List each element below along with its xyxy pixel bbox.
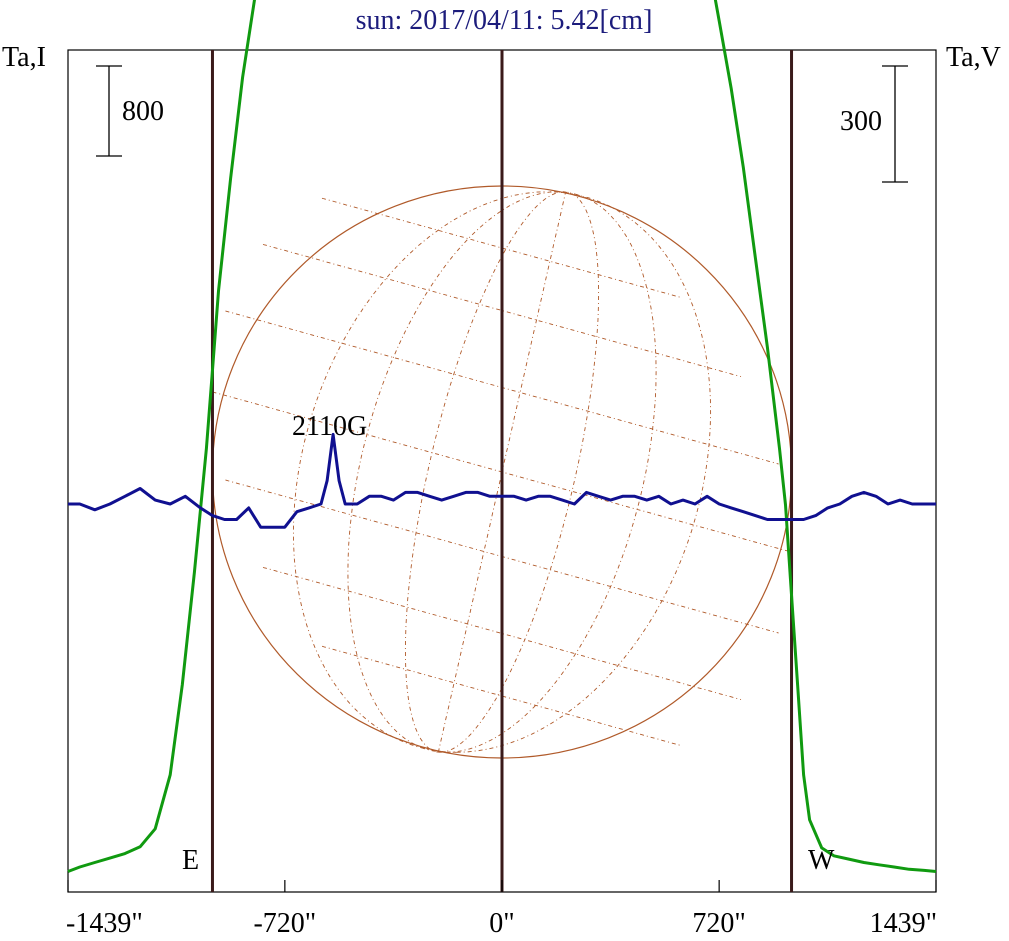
- x-tick-label: -1439": [66, 908, 143, 939]
- disk-parallel: [321, 197, 682, 299]
- left-scale-bar-label: 800: [122, 96, 164, 127]
- west-limb-label: W: [808, 845, 835, 876]
- x-tick-label: -720": [253, 908, 316, 939]
- stokes-i-line: [67, 0, 937, 873]
- disk-meridian: [446, 191, 657, 753]
- east-limb-label: E: [182, 845, 199, 876]
- right-scale-bar-label: 300: [840, 106, 882, 137]
- disk-meridian: [347, 191, 558, 753]
- active-region-annotation: 2110G: [292, 411, 367, 442]
- right-scale-bar: 300: [840, 65, 908, 183]
- x-tick-label: 1439": [870, 908, 937, 939]
- disk-parallel: [262, 243, 742, 378]
- limb-lines: [210, 50, 794, 892]
- disk-meridian: [456, 191, 712, 753]
- chart-title: sun: 2017/04/11: 5.42[cm]: [356, 5, 653, 36]
- stokes-v-line: [68, 432, 936, 529]
- x-axis-ticks: -1439" -720" 0" 720" 1439": [66, 880, 937, 939]
- disk-meridian: [440, 191, 600, 753]
- disk-parallel: [322, 645, 683, 747]
- x-tick-label: 720": [692, 908, 745, 939]
- right-axis-label: Ta,V: [946, 42, 1001, 73]
- left-axis-label: Ta,I: [2, 42, 46, 73]
- disk-meridian: [292, 191, 548, 753]
- left-scale-bar: 800: [96, 65, 164, 157]
- x-tick-label: 0": [489, 908, 514, 939]
- series-lines: [67, 0, 937, 873]
- disk-parallel: [262, 566, 742, 701]
- disk-meridian: [404, 191, 564, 753]
